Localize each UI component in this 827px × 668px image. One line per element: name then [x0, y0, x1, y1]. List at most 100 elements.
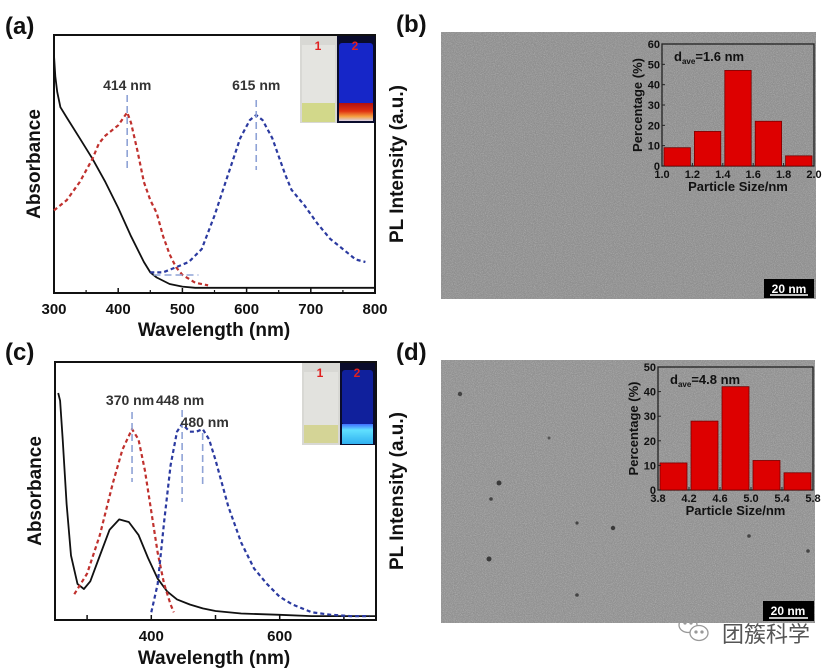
- peak-label: 448 nm: [156, 392, 204, 408]
- y-tick-label: 20: [648, 120, 660, 132]
- peak-annotations: 414 nm 615 nm: [103, 77, 280, 276]
- vial-liquid-cyan-glow: [342, 424, 373, 444]
- inset-title: dave=1.6 nm: [674, 49, 744, 66]
- panel-d-tem-image: 0 10 20 30 40 50 3.8 4.2 4.6 5.0 5.4 5.8 Particle Si…: [441, 360, 821, 623]
- y-axis-label-right: PL Intensity (a.u.): [387, 85, 408, 243]
- histogram-bar: [694, 131, 722, 167]
- peak-label: 615 nm: [232, 77, 280, 93]
- y-tick-label: 50: [648, 59, 660, 71]
- x-tick-label: 5.8: [805, 493, 820, 505]
- y-tick-label: 10: [644, 460, 656, 472]
- inset-y-axis-label: Percentage (%): [630, 58, 645, 152]
- histogram-bar: [783, 472, 812, 491]
- scale-bar: 20 nm: [764, 279, 814, 298]
- x-tick-label: 800: [362, 301, 387, 318]
- x-tick-label: 4.6: [712, 493, 727, 505]
- vial-label-2: 2: [354, 366, 361, 380]
- inset-title: dave=4.8 nm: [670, 372, 740, 389]
- scale-bar-label: 20 nm: [771, 604, 806, 618]
- curves: [57, 392, 376, 618]
- x-axis-label: Wavelength (nm): [138, 320, 290, 341]
- peak-label: 414 nm: [103, 77, 151, 93]
- panel-a-spectra: 300 400 500 600 700 800 414 nm 615 nm Absorban…: [24, 34, 408, 341]
- inset-y-axis-label: Percentage (%): [626, 382, 641, 476]
- vial-photo-inset: 1 2: [300, 36, 375, 123]
- scale-bar: 20 nm: [763, 601, 814, 621]
- x-tick-label: 4.2: [681, 493, 696, 505]
- x-tick-label: 700: [298, 301, 323, 318]
- vial-liquid-yellow: [304, 425, 338, 443]
- y-tick-label: 40: [648, 80, 660, 92]
- y-tick-label: 0: [650, 485, 656, 497]
- x-axis-ticks: 400 600: [86, 615, 345, 645]
- peak-annotations: 370 nm 448 nm 480 nm: [106, 392, 229, 502]
- x-tick-label: 2.0: [806, 169, 821, 181]
- curves: [53, 55, 375, 289]
- vial-label-1: 1: [315, 39, 322, 53]
- histogram-bar: [785, 155, 813, 167]
- histogram-bar: [754, 120, 783, 167]
- x-tick-label: 1.4: [715, 169, 731, 181]
- x-axis-ticks: 300 400 500 600 700 800: [41, 288, 388, 318]
- dark-particles: [457, 391, 810, 597]
- x-axis-label: Wavelength (nm): [138, 648, 290, 668]
- y-axis-label-left: Absorbance: [25, 436, 46, 546]
- panel-label-b: (b): [396, 11, 427, 38]
- histogram-bar: [752, 460, 781, 491]
- x-tick-label: 5.0: [743, 493, 758, 505]
- size-histogram-inset: 0 10 20 30 40 50 60 1.0 1.2 1.4 1.6 1.8 2.0 Particle …: [630, 39, 822, 194]
- watermark-text: 团簇科学: [722, 622, 810, 647]
- x-tick-label: 500: [170, 301, 195, 318]
- x-tick-label: 300: [41, 301, 66, 318]
- vial-photo-inset: 1 2: [302, 363, 375, 445]
- y-tick-label: 40: [644, 387, 656, 399]
- inset-x-axis-label: Particle Size/nm: [686, 503, 786, 518]
- peak-label: 370 nm: [106, 392, 154, 408]
- vial-label-1: 1: [317, 366, 324, 380]
- y-tick-label: 50: [644, 362, 656, 374]
- wechat-icon: [678, 616, 709, 642]
- y-tick-label: 0: [654, 161, 660, 173]
- histogram-bar: [663, 147, 691, 167]
- vial-liquid-yellow: [302, 103, 335, 122]
- x-tick-label: 1.0: [654, 169, 669, 181]
- y-tick-label: 30: [644, 411, 656, 423]
- curve-pl-emission: [150, 113, 366, 274]
- y-tick-label: 60: [648, 39, 660, 51]
- curve-pl-excitation: [53, 111, 209, 287]
- vial-liquid-red-glow: [339, 103, 373, 121]
- x-tick-label: 1.6: [746, 169, 761, 181]
- histogram-bar: [690, 420, 719, 491]
- x-tick-label: 1.2: [685, 169, 700, 181]
- panel-label-c: (c): [5, 339, 34, 366]
- size-histogram-inset: 0 10 20 30 40 50 3.8 4.2 4.6 5.0 5.4 5.8 Particle Si…: [626, 362, 821, 518]
- curve-absorbance: [57, 392, 376, 617]
- x-tick-label: 5.4: [774, 493, 790, 505]
- panel-b-tem-image: 0 10 20 30 40 50 60 1.0 1.2 1.4 1.6 1.8 2.0 Particle …: [441, 32, 822, 299]
- x-tick-label: 400: [106, 301, 131, 318]
- curve-pl-emission: [150, 422, 370, 618]
- y-tick-label: 30: [648, 100, 660, 112]
- panel-label-d: (d): [396, 339, 427, 366]
- histogram-bar: [721, 386, 750, 491]
- panel-c-spectra: 400 600 370 nm 448 nm 480 nm Absorbance PL …: [25, 361, 408, 668]
- panel-label-a: (a): [5, 13, 34, 40]
- histogram-bar: [724, 70, 752, 167]
- curve-pl-excitation: [73, 428, 175, 613]
- y-axis-label-left: Absorbance: [24, 109, 45, 219]
- y-axis-label-right: PL Intensity (a.u.): [387, 412, 408, 570]
- y-tick-label: 20: [644, 436, 656, 448]
- x-tick-label: 600: [267, 628, 292, 645]
- vial-label-2: 2: [352, 39, 359, 53]
- inset-x-axis-label: Particle Size/nm: [688, 179, 788, 194]
- peak-label: 480 nm: [181, 414, 229, 430]
- x-tick-label: 1.8: [776, 169, 791, 181]
- x-tick-label: 600: [234, 301, 259, 318]
- scale-bar-label: 20 nm: [772, 282, 807, 296]
- x-tick-label: 3.8: [650, 493, 665, 505]
- x-tick-label: 400: [139, 628, 164, 645]
- y-tick-label: 10: [648, 141, 660, 153]
- curve-absorbance: [53, 55, 375, 289]
- watermark: 团簇科学: [678, 616, 810, 647]
